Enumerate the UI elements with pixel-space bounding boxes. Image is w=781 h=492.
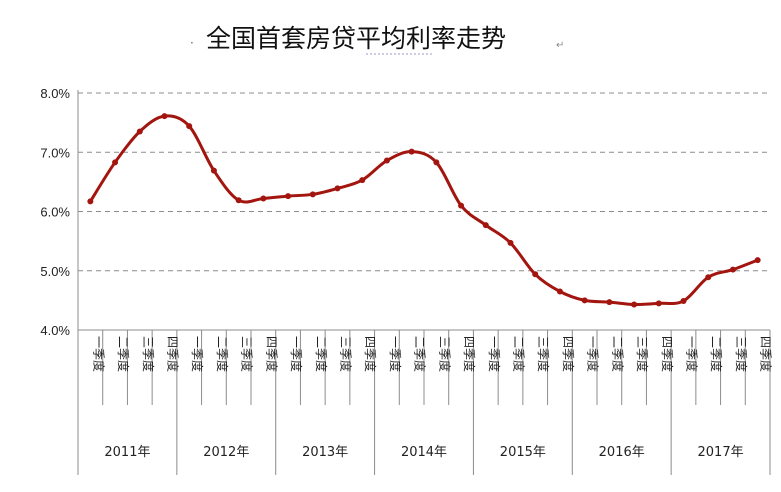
data-point [532,271,539,278]
quarter-label: 四季度 [660,336,675,372]
quarter-label: 四季度 [264,336,279,372]
data-point [754,257,761,264]
data-point [680,297,687,304]
data-point [507,239,514,246]
quarter-label: 三季度 [339,336,354,372]
quarter-label: 四季度 [759,336,774,372]
data-point [581,297,588,304]
data-point [359,177,366,184]
data-point [729,266,736,273]
quarter-label: 一季度 [289,336,304,372]
year-label: 2017年 [698,445,744,460]
y-tick-label: 6.0% [40,205,70,220]
data-point [186,123,193,130]
data-point [606,299,613,306]
quarter-label: 三季度 [734,336,749,372]
year-label: 2013年 [302,445,348,460]
quarter-label: 一季度 [388,336,403,372]
data-point [161,113,168,120]
series-line [88,114,760,307]
quarter-label: 三季度 [536,336,551,372]
data-point [334,185,341,192]
data-point [705,274,712,281]
data-series [87,113,761,308]
data-point [235,197,242,204]
year-label: 2012年 [203,445,249,460]
data-point [631,301,638,308]
paragraph-mark: ↵ [556,40,564,51]
data-point [556,288,563,295]
quarter-label: 二季度 [314,336,329,372]
data-point [112,159,119,166]
x-axis: 一季度 二季度 三季度 四季度 一季度 二季度 三季度 四季度 一季度 二季度 三季度 四季度 一季度二… [78,329,774,475]
quarter-label: 四季度 [363,336,378,372]
data-point [433,159,440,166]
data-point [309,191,316,198]
quarter-label: 三季度 [141,336,156,372]
quarter-label: 三季度 [437,336,452,372]
data-point [408,148,415,155]
data-point [482,222,489,229]
quarter-label: 三季度 [240,336,255,372]
quarter-label: 一季度 [91,336,106,372]
quarter-label: 二季度 [512,336,527,372]
chart-title: 全国首套房贷平均利率走势 [206,24,506,53]
quarter-label: 二季度 [709,336,724,372]
quarter-label: 二季度 [413,336,428,372]
year-label: 2014年 [401,445,447,460]
quarter-label: 一季度 [190,336,205,372]
data-point [87,198,94,205]
quarter-label: 三季度 [635,336,650,372]
data-point [458,202,465,209]
y-tick-label: 7.0% [40,145,70,160]
data-point [655,300,662,307]
year-label: 2015年 [500,445,546,460]
quarter-label: 二季度 [116,336,131,372]
quarter-label: 二季度 [215,336,230,372]
title-bullet: · [190,36,194,50]
data-point [260,195,267,202]
y-tick-label: 8.0% [40,86,70,101]
quarter-label: 一季度 [586,336,601,372]
quarter-label: 四季度 [561,336,576,372]
y-tick-label: 4.0% [40,323,70,338]
y-axis: 8.0% 7.0% 6.0% 5.0% 4.0% [40,86,79,475]
quarter-label: 二季度 [610,336,625,372]
quarter-label: 四季度 [166,336,181,372]
year-label: 2011年 [104,445,150,460]
quarter-label: 一季度 [685,336,700,372]
year-label: 2016年 [599,445,645,460]
data-point [210,167,217,174]
data-point [285,193,292,200]
data-point [136,128,143,135]
data-point [383,157,390,164]
y-tick-label: 5.0% [40,264,70,279]
quarter-label: 四季度 [462,336,477,372]
quarter-label: 一季度 [487,336,502,372]
